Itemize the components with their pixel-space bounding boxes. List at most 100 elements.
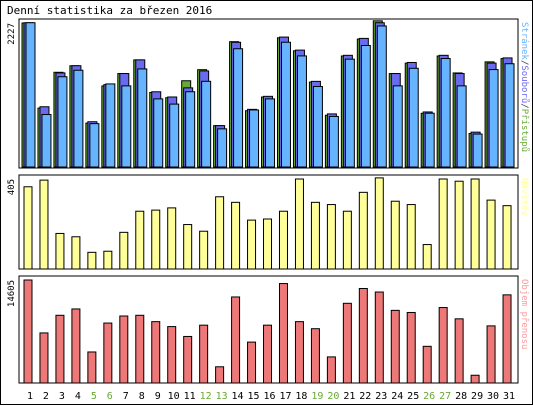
y-max-label: 14605 bbox=[7, 280, 17, 307]
bar-volume-day-24 bbox=[390, 309, 400, 384]
panel-visits: 2227 Stránek/Souborů/Přístupů bbox=[7, 18, 530, 169]
bar-sites-day-19 bbox=[310, 201, 320, 270]
bar-stránek-day-2 bbox=[41, 114, 52, 168]
bar-sites-day-28 bbox=[454, 180, 464, 270]
bar-volume-day-12 bbox=[199, 324, 209, 384]
bar-volume-day-18 bbox=[294, 321, 304, 384]
bar-volume-day-27 bbox=[438, 307, 448, 384]
bar-sites-day-26 bbox=[422, 244, 432, 270]
legend-entry: Souborů bbox=[519, 65, 530, 103]
x-tick-label-12: 12 bbox=[200, 391, 212, 402]
bar-volume-day-1 bbox=[23, 279, 33, 384]
bar-stránek-day-4 bbox=[73, 69, 84, 168]
bar-sites-day-1 bbox=[23, 186, 33, 270]
bar-sites-day-24 bbox=[390, 200, 400, 270]
bar-sites-day-20 bbox=[326, 204, 336, 270]
x-tick-label-8: 8 bbox=[139, 391, 145, 402]
x-tick-label-9: 9 bbox=[155, 391, 161, 402]
bar-volume-day-15 bbox=[247, 341, 257, 384]
legend-entry: Přístupů bbox=[519, 109, 530, 152]
bar-stránek-day-18 bbox=[296, 55, 307, 168]
bar-sites-day-8 bbox=[135, 210, 145, 270]
bar-sites-day-2 bbox=[39, 179, 49, 270]
legend-text: Stránek/Souborů/Přístupů bbox=[519, 22, 530, 152]
legend-entry: / bbox=[519, 60, 529, 65]
bar-sites-day-14 bbox=[231, 201, 241, 270]
x-tick-label-7: 7 bbox=[123, 391, 129, 402]
x-tick-label-25: 25 bbox=[407, 391, 419, 402]
bar-sites-day-27 bbox=[438, 178, 448, 270]
legend-text: Návštěv bbox=[519, 178, 530, 216]
x-tick-label-18: 18 bbox=[295, 391, 307, 402]
x-tick-label-31: 31 bbox=[503, 391, 515, 402]
bar-volume-day-30 bbox=[486, 325, 496, 384]
bar-volume-day-5 bbox=[87, 351, 97, 384]
bar-stránek-day-10 bbox=[169, 103, 180, 168]
x-tick-label-21: 21 bbox=[343, 391, 355, 402]
bar-stránek-day-29 bbox=[472, 133, 483, 168]
bar-volume-day-28 bbox=[454, 318, 464, 384]
panel-volume: 14605 Objem přenosu bbox=[7, 275, 529, 384]
bar-stránek-day-14 bbox=[233, 48, 244, 168]
x-tick-label-14: 14 bbox=[232, 391, 244, 402]
panel-sites: 405 Návštěv bbox=[7, 174, 530, 270]
bar-volume-day-7 bbox=[119, 315, 129, 384]
bar-sites-day-10 bbox=[167, 207, 177, 270]
bar-sites-day-5 bbox=[87, 251, 97, 270]
bar-stránek-day-3 bbox=[57, 76, 68, 168]
bar-stránek-day-28 bbox=[456, 85, 467, 168]
x-tick-label-15: 15 bbox=[248, 391, 260, 402]
x-tick-label-24: 24 bbox=[391, 391, 403, 402]
bar-sites-day-6 bbox=[103, 250, 113, 270]
bar-volume-day-11 bbox=[183, 335, 193, 384]
x-tick-label-29: 29 bbox=[471, 391, 483, 402]
bar-sites-day-18 bbox=[294, 178, 304, 270]
x-tick-label-10: 10 bbox=[168, 391, 180, 402]
bar-volume-day-13 bbox=[215, 366, 225, 384]
panel-border bbox=[18, 18, 519, 169]
bar-stránek-day-1 bbox=[25, 22, 36, 168]
bar-volume-day-25 bbox=[406, 311, 416, 384]
bar-stránek-day-22 bbox=[360, 44, 371, 168]
bar-sites-day-25 bbox=[406, 204, 416, 270]
x-tick-label-3: 3 bbox=[59, 391, 65, 402]
bar-sites-day-4 bbox=[71, 236, 81, 270]
bar-stránek-day-21 bbox=[344, 58, 355, 168]
x-tick-label-4: 4 bbox=[75, 391, 81, 402]
bar-volume-day-26 bbox=[422, 345, 432, 384]
bar-sites-day-22 bbox=[358, 191, 368, 270]
x-tick-label-1: 1 bbox=[27, 391, 33, 402]
x-tick-label-22: 22 bbox=[359, 391, 371, 402]
x-tick-label-2: 2 bbox=[43, 391, 49, 402]
bar-stránek-day-19 bbox=[312, 86, 323, 168]
bar-volume-day-9 bbox=[151, 321, 161, 384]
x-tick-label-5: 5 bbox=[91, 391, 97, 402]
bar-sites-day-16 bbox=[263, 218, 273, 270]
x-tick-label-26: 26 bbox=[423, 391, 435, 402]
x-tick-label-11: 11 bbox=[184, 391, 196, 402]
bar-volume-day-21 bbox=[342, 302, 352, 384]
y-max-label: 405 bbox=[7, 179, 17, 195]
bar-stránek-day-26 bbox=[424, 112, 435, 168]
bar-stránek-day-5 bbox=[89, 123, 100, 168]
bar-sites-day-11 bbox=[183, 224, 193, 270]
bar-stránek-day-20 bbox=[328, 115, 339, 168]
bar-stránek-day-23 bbox=[376, 25, 387, 168]
x-tick-label-6: 6 bbox=[107, 391, 113, 402]
x-tick-label-20: 20 bbox=[327, 391, 339, 402]
bar-stránek-day-25 bbox=[408, 67, 419, 168]
bar-stránek-day-16 bbox=[265, 98, 276, 168]
bar-sites-day-15 bbox=[247, 219, 257, 270]
bar-stránek-day-31 bbox=[504, 63, 515, 168]
x-tick-label-30: 30 bbox=[487, 391, 499, 402]
chart-title: Denní statistika za březen 2016 bbox=[7, 4, 213, 17]
bar-stránek-day-11 bbox=[185, 91, 196, 168]
bar-stránek-day-13 bbox=[217, 128, 228, 168]
bar-stránek-day-12 bbox=[201, 80, 212, 168]
bar-volume-day-2 bbox=[39, 332, 49, 384]
bar-volume-day-29 bbox=[470, 374, 480, 384]
bar-stránek-day-27 bbox=[440, 58, 451, 168]
x-tick-label-27: 27 bbox=[439, 391, 451, 402]
